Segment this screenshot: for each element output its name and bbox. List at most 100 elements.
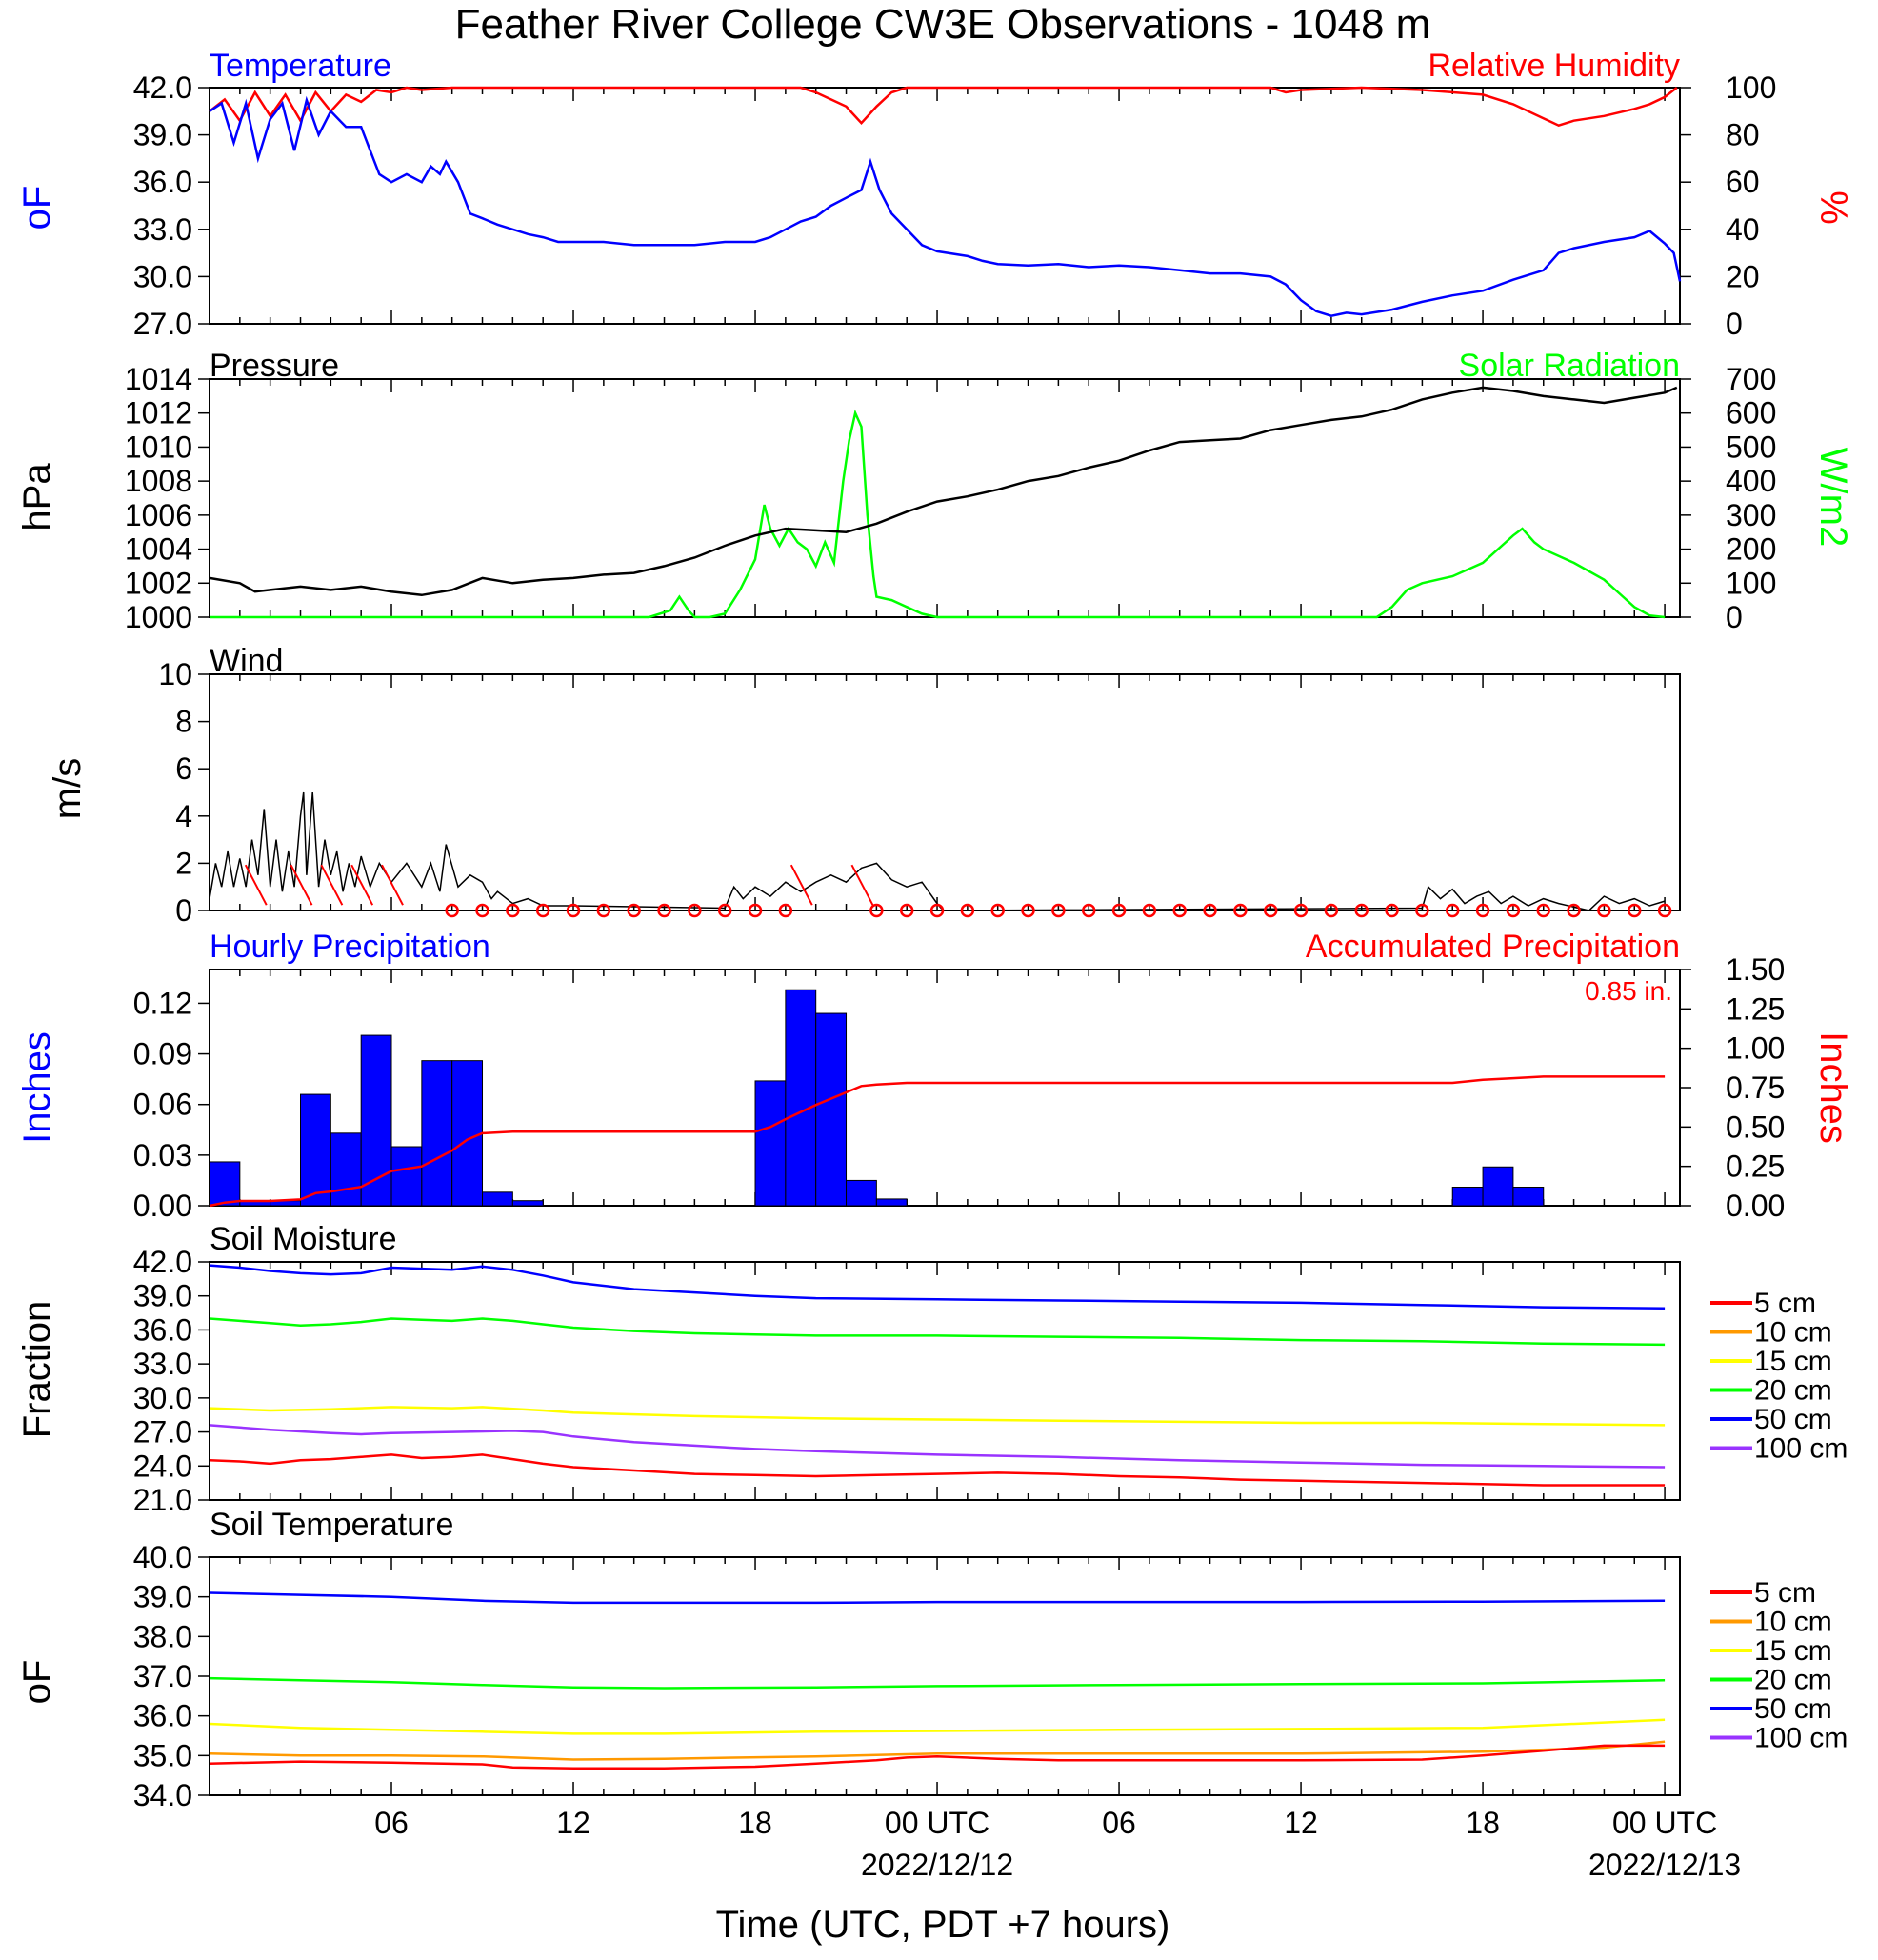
y2-tick-label: 0.50 [1726,1110,1785,1144]
precip-bar [330,1132,362,1207]
precip-bar [1512,1187,1545,1207]
legend-label: 100 cm [1754,1723,1848,1754]
wind-barb [350,864,374,906]
legend-label: 20 cm [1754,1375,1832,1407]
legend-label: 5 cm [1754,1288,1816,1319]
y2-tick-label: 1.00 [1726,1031,1785,1066]
calm-wind-marker [506,903,520,918]
pressure-unit: hPa [16,463,58,531]
calm-wind-marker [1354,903,1369,918]
wind-barb [789,864,813,906]
wind-label: Wind [210,643,283,679]
calm-wind-marker [566,903,581,918]
soil-line-50cm [209,1591,1666,1605]
precip-bar [754,1080,787,1207]
y2-tick-label: 80 [1726,118,1760,152]
calm-wind-marker [778,903,793,918]
wind-barb [320,864,344,906]
solar-radiation-line [210,409,1666,619]
y-tick-label: 36.0 [133,165,192,199]
y-tick-label: 1002 [125,566,192,600]
y-tick-label: 30.0 [133,259,192,293]
calm-wind-marker [1111,903,1127,918]
y2-tick-label: 0.75 [1726,1070,1785,1105]
calm-wind-marker [535,903,550,918]
legend-label: 100 cm [1754,1433,1848,1465]
y-tick-label: 4 [175,799,192,833]
y2-tick-label: 700 [1726,362,1776,396]
y2-tick-label: 200 [1726,532,1776,567]
calm-wind-marker [1172,903,1187,918]
y-tick-label: 10 [158,657,192,691]
x-tick-label: 00 UTC [885,1806,989,1840]
y-tick-label: 42.0 [133,1245,192,1279]
y-tick-label: 24.0 [133,1449,192,1483]
wind-speed-line [209,791,1666,911]
x-tick-label: 06 [1102,1806,1136,1840]
wind-barb [290,864,313,906]
calm-wind-marker [869,903,884,918]
y2-tick-label: 300 [1726,498,1776,532]
y-tick-label: 27.0 [133,307,192,341]
calm-wind-marker [1445,903,1460,918]
calm-wind-marker [1475,903,1490,918]
y-tick-label: 0.00 [133,1189,192,1223]
calm-wind-marker [899,903,914,918]
calm-wind-marker [596,903,611,918]
wind-barb [244,864,268,906]
y-tick-label: 36.0 [133,1699,192,1733]
soil-line-15cm [209,1406,1666,1427]
legend-label: 50 cm [1754,1693,1832,1725]
calm-wind-marker [1627,903,1642,918]
precipitation-panel: Hourly Precipitation Accumulated Precipi… [16,929,1854,1144]
y2-tick-label: 400 [1726,464,1776,498]
y-tick-label: 1008 [125,464,192,498]
y-tick-label: 34.0 [133,1778,192,1812]
y-tick-label: 39.0 [133,118,192,152]
x-date-label: 2022/12/12 [861,1848,1013,1882]
y-tick-label: 38.0 [133,1619,192,1653]
calm-wind-marker [1051,903,1066,918]
soil-line-5cm [209,1744,1666,1770]
soil-temperature-unit: oF [16,1660,58,1705]
soil_moisture-frame [209,1261,1681,1501]
y-tick-label: 8 [175,705,192,739]
calm-wind-marker [1567,903,1581,918]
y-tick-label: 0.12 [133,986,192,1020]
calm-wind-marker [748,903,763,918]
calm-wind-marker [990,903,1005,918]
y2-tick-label: 40 [1726,212,1760,247]
y-tick-label: 1006 [125,498,192,532]
precip-bar [511,1200,544,1207]
soil-line-20cm [209,1317,1666,1347]
legend-label: 5 cm [1754,1577,1816,1609]
y-tick-label: 30.0 [133,1381,192,1415]
soil-line-15cm [209,1718,1666,1735]
humidity-unit: % [1812,190,1854,225]
legend-label: 15 cm [1754,1346,1832,1377]
legend-label: 50 cm [1754,1404,1832,1435]
calm-wind-marker [657,903,671,918]
y-tick-label: 42.0 [133,70,192,105]
calm-wind-marker [1263,903,1278,918]
calm-wind-marker [688,903,702,918]
y-tick-label: 35.0 [133,1738,192,1772]
y2-tick-label: 1.50 [1726,952,1785,987]
y2-tick-label: 0 [1726,307,1743,341]
soil-moisture-panel: Soil Moisture Fraction [16,1221,397,1438]
precip-bar [482,1191,513,1207]
x-tick-label: 18 [1466,1806,1500,1840]
y-tick-label: 33.0 [133,212,192,247]
soil-temperature-label: Soil Temperature [210,1507,453,1543]
soil-moisture-label: Soil Moisture [210,1221,397,1257]
y-tick-label: 21.0 [133,1483,192,1517]
x-tick-label: 06 [374,1806,409,1840]
y-tick-label: 0.03 [133,1138,192,1172]
precip-bar [300,1093,331,1207]
calm-wind-marker [1415,903,1429,918]
x-tick-label: 12 [1284,1806,1318,1840]
x-date-label: 2022/12/13 [1588,1848,1741,1882]
solar-unit: W/m2 [1812,448,1854,547]
